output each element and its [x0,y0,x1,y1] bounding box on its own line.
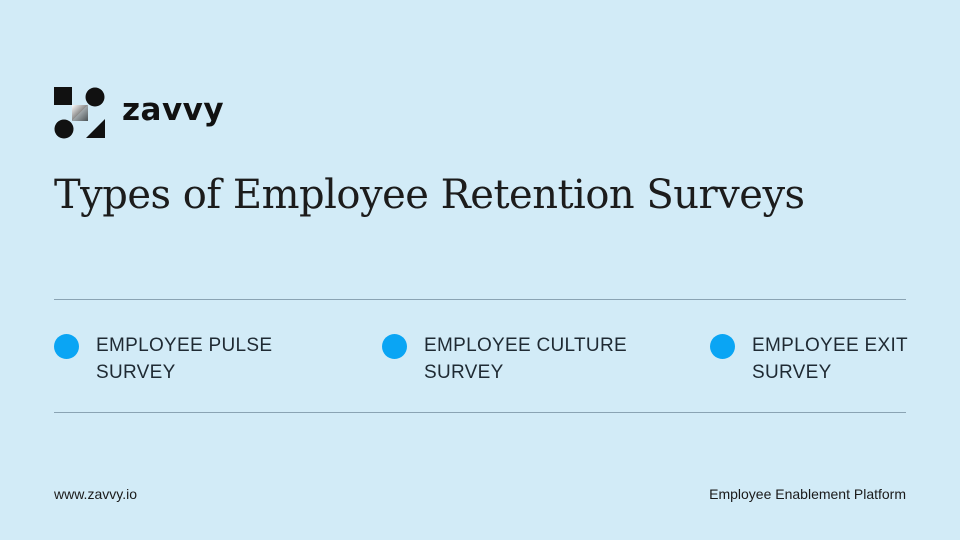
page-title: Types of Employee Retention Surveys [54,172,805,218]
item-label: EMPLOYEE EXIT SURVEY [752,335,908,383]
bullet-icon [54,334,79,359]
zavvy-logo-icon [54,87,105,139]
item-label: EMPLOYEE CULTURE SURVEY [424,335,627,383]
bullet-icon [710,334,735,359]
brand-name: zavvy [122,92,225,128]
bullet-icon [382,334,407,359]
divider-top [54,299,906,300]
tagline: Employee Enablement Platform [709,486,906,502]
item-label: EMPLOYEE PULSE SURVEY [96,335,273,383]
website-link[interactable]: www.zavvy.io [54,486,137,502]
divider-bottom [54,412,906,413]
